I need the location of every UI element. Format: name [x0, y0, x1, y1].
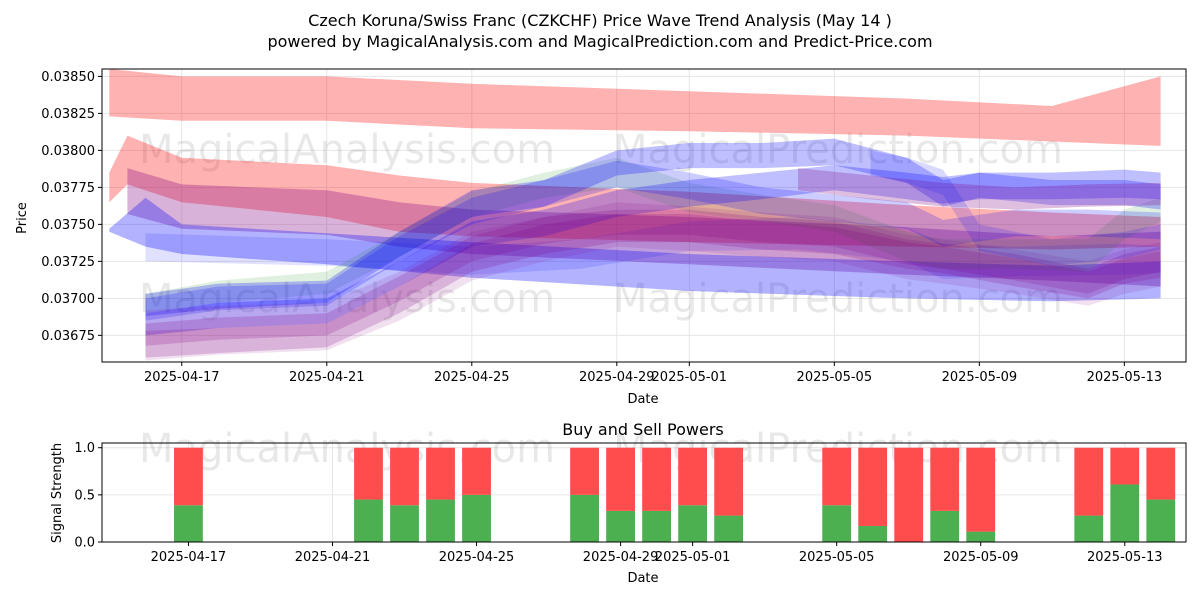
watermark-text: MagicalPrediction.com: [613, 276, 1063, 322]
watermarks: MagicalAnalysis.com MagicalPrediction.com…: [139, 127, 1063, 322]
wave-bands: [109, 69, 1161, 361]
wave-band-blue: [145, 138, 1161, 317]
sell-bar: [462, 447, 491, 495]
buy-bar: [1074, 515, 1104, 542]
y-tick-label: 0.03800: [41, 144, 95, 159]
wave-band-purple: [798, 168, 1161, 210]
y-tick-label: 0.03725: [41, 255, 95, 270]
sell-bar: [390, 447, 419, 506]
axis-ticks: 2025-04-17 2025-04-21 2025-04-25 2025-04-29…: [41, 70, 1162, 385]
sell-bar: [678, 447, 708, 506]
watermark-text: MagicalAnalysis.com: [139, 276, 555, 322]
price-chart-panel: MagicalAnalysis.com MagicalPrediction.com…: [41, 68, 1187, 385]
x-tick-label: 2025-05-05: [799, 550, 875, 565]
x-tick-label: 2025-05-13: [1087, 370, 1163, 385]
wave-band-red: [109, 69, 1161, 146]
x-tick-label: 2025-05-09: [943, 550, 1019, 565]
y-tick-label: 0.03675: [41, 329, 95, 344]
sell-bar: [1146, 447, 1176, 500]
buy-bar: [1146, 499, 1176, 542]
x-tick-label: 2025-04-25: [439, 550, 515, 565]
sell-bar: [858, 447, 888, 526]
watermark-text: MagicalPrediction.com: [613, 127, 1063, 173]
y-tick-label: 0.03700: [41, 292, 95, 307]
buy-bar: [966, 531, 996, 542]
bottom-chart-ylabel: Signal Strength: [50, 443, 65, 543]
watermark-text: MagicalAnalysis.com: [139, 127, 555, 173]
top-chart-xlabel: Date: [627, 392, 658, 407]
sell-bar: [966, 447, 996, 532]
x-tick-label: 2025-05-05: [797, 370, 873, 385]
axis-ticks: 2025-04-17 2025-04-21 2025-04-25 2025-04-29…: [74, 441, 1162, 565]
wave-band-purple: [127, 168, 1161, 287]
grid-lines: [102, 69, 1186, 362]
x-tick-label: 2025-04-25: [434, 370, 510, 385]
y-tick-label: 0.0: [74, 536, 95, 551]
sell-bar: [426, 447, 455, 500]
buy-bar: [174, 505, 203, 542]
wave-band-blue: [109, 197, 1161, 302]
sell-bar: [642, 447, 672, 511]
wave-band-blue: [145, 165, 1161, 336]
bottom-chart-xlabel: Date: [627, 571, 658, 586]
y-tick-label: 0.03775: [41, 181, 95, 196]
wave-band-green: [145, 157, 1161, 314]
wave-band-blue: [870, 150, 1161, 266]
plot-frame: [101, 442, 1187, 543]
x-tick-label: 2025-05-01: [652, 370, 728, 385]
signal-bars: [174, 447, 1176, 542]
sell-bar: [714, 447, 744, 516]
plot-frame: [101, 68, 1187, 363]
x-tick-label: 2025-04-21: [295, 550, 371, 565]
y-tick-label: 0.03825: [41, 107, 95, 122]
sell-bar: [174, 447, 203, 506]
x-tick-label: 2025-04-17: [151, 550, 227, 565]
buy-bar: [354, 499, 383, 542]
sell-bar: [1074, 447, 1104, 516]
buy-bar: [930, 510, 960, 542]
wave-band-purple: [145, 214, 1161, 358]
x-tick-label: 2025-04-29: [579, 370, 655, 385]
buy-bar: [822, 505, 852, 542]
buy-bar: [642, 510, 672, 542]
x-tick-label: 2025-05-09: [942, 370, 1018, 385]
wave-band-blue: [145, 160, 1161, 321]
x-tick-label: 2025-05-01: [655, 550, 731, 565]
buy-bar: [462, 494, 491, 542]
bottom-chart-title: Buy and Sell Powers: [562, 420, 724, 439]
x-tick-label: 2025-04-17: [144, 370, 220, 385]
signal-chart-panel: MagicalAnalysis.comMagicalPrediction.com…: [74, 426, 1187, 565]
x-tick-label: 2025-05-13: [1087, 550, 1163, 565]
buy-bar: [714, 515, 744, 542]
wave-band-blue: [145, 217, 1161, 280]
buy-bar: [390, 505, 419, 542]
y-tick-label: 0.03850: [41, 70, 95, 85]
sell-bar: [822, 447, 852, 506]
buy-bar: [1110, 484, 1140, 542]
sell-bar: [1110, 447, 1140, 485]
y-tick-label: 0.5: [74, 488, 95, 503]
buy-bar: [858, 525, 888, 542]
sell-bar: [930, 447, 960, 511]
buy-bar: [570, 494, 599, 542]
chart-title-line2: powered by MagicalAnalysis.com and Magic…: [267, 32, 932, 51]
x-tick-label: 2025-04-21: [289, 370, 365, 385]
sell-bar: [894, 447, 924, 542]
wave-band-purple: [145, 202, 1161, 361]
y-tick-label: 0.03750: [41, 218, 95, 233]
sell-bar: [606, 447, 635, 511]
sell-bar: [570, 447, 599, 495]
buy-bar: [426, 499, 455, 542]
sell-bar: [354, 447, 383, 500]
wave-band-purple: [145, 209, 1161, 346]
buy-bar: [678, 505, 708, 542]
x-tick-label: 2025-04-29: [583, 550, 659, 565]
buy-bar: [606, 510, 635, 542]
top-chart-ylabel: Price: [15, 202, 30, 234]
y-tick-label: 1.0: [74, 441, 95, 456]
wave-band-red: [109, 135, 1161, 250]
chart-title-line1: Czech Koruna/Swiss Franc (CZKCHF) Price …: [308, 11, 892, 30]
